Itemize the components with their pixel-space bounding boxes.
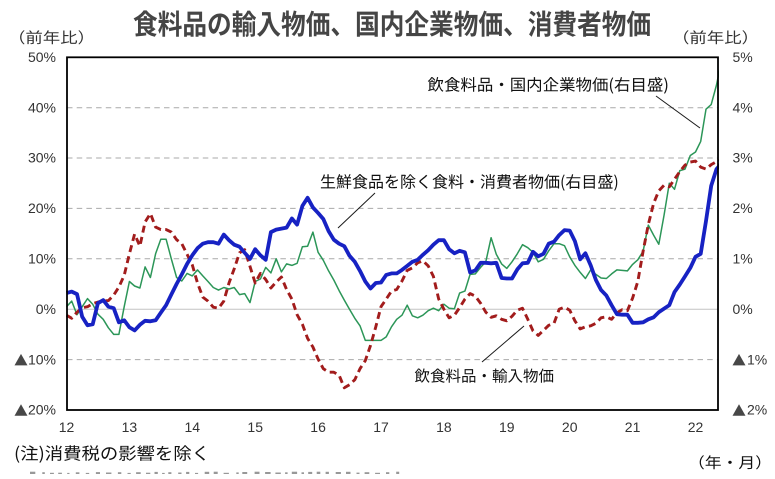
- svg-text:20%: 20%: [28, 402, 56, 418]
- svg-text:21: 21: [625, 419, 641, 435]
- svg-text:13: 13: [122, 419, 138, 435]
- svg-text:18: 18: [436, 419, 452, 435]
- svg-text:19: 19: [499, 419, 515, 435]
- svg-text:5%: 5%: [733, 49, 753, 65]
- svg-text:50%: 50%: [28, 49, 56, 65]
- svg-text:40%: 40%: [28, 99, 56, 115]
- svg-text:30%: 30%: [28, 150, 56, 166]
- svg-text:0%: 0%: [36, 301, 56, 317]
- svg-text:14: 14: [185, 419, 201, 435]
- svg-text:1%: 1%: [733, 251, 753, 267]
- svg-text:2%: 2%: [747, 402, 767, 418]
- svg-text:3%: 3%: [733, 150, 753, 166]
- svg-text:17: 17: [373, 419, 389, 435]
- svg-text:1%: 1%: [747, 351, 767, 367]
- svg-text:15: 15: [247, 419, 263, 435]
- svg-text:12: 12: [59, 419, 75, 435]
- svg-text:2%: 2%: [733, 200, 753, 216]
- svg-text:4%: 4%: [733, 99, 753, 115]
- svg-text:20%: 20%: [28, 200, 56, 216]
- svg-text:10%: 10%: [28, 251, 56, 267]
- svg-text:16: 16: [310, 419, 326, 435]
- svg-text:22: 22: [688, 419, 704, 435]
- svg-text:20: 20: [562, 419, 578, 435]
- svg-text:0%: 0%: [733, 301, 753, 317]
- svg-text:10%: 10%: [28, 351, 56, 367]
